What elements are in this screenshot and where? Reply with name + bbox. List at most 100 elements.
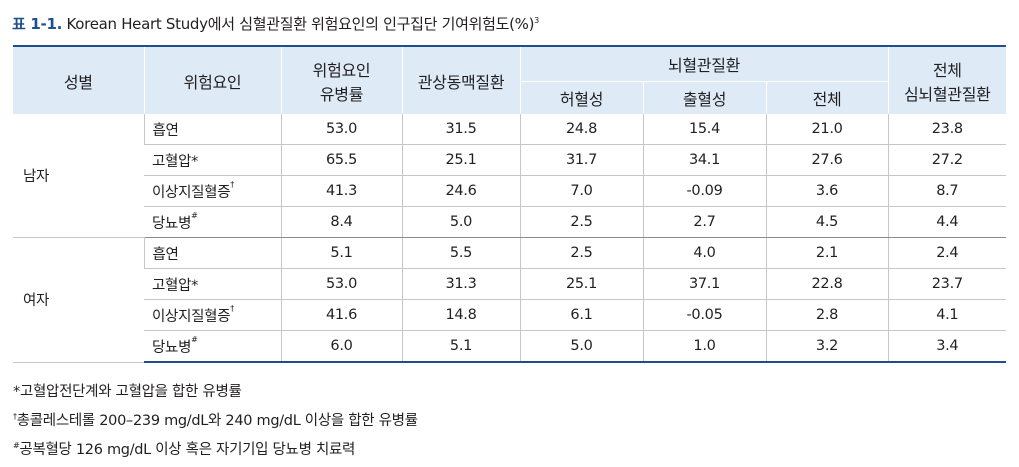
header-coronary: 관상동맥질환	[401, 45, 521, 114]
header-risk-factor: 위험요인	[143, 45, 282, 114]
value-cell: 6.1	[519, 299, 643, 331]
header-cerebro-total: 전체	[765, 81, 889, 114]
header-sex: 성별	[13, 45, 145, 114]
risk-factor-name: 이상지질혈증	[152, 184, 231, 201]
header-prevalence-line2: 유병률	[319, 84, 364, 104]
value-cell: 7.0	[519, 175, 643, 207]
value-cell: 22.8	[765, 268, 889, 300]
table-row: 남자 흡연 53.0 31.5 24.8 15.4 21.0 23.8	[13, 114, 1007, 238]
risk-factor-cell: 흡연	[143, 237, 281, 269]
header-prevalence: 위험요인 유병률	[280, 45, 403, 114]
value-cell: 2.5	[519, 237, 643, 269]
value-cell: 5.0	[519, 330, 643, 363]
value-cell: 31.3	[401, 268, 520, 300]
table-row: 고혈압* 53.0 31.3 25.1 37.1 22.8 23.7	[13, 268, 1007, 300]
value-cell: 21.0	[765, 114, 889, 145]
footnote-marker: †	[230, 303, 234, 313]
footnote-mark: *	[13, 384, 20, 400]
value-cell: 53.0	[280, 114, 402, 145]
value-cell: 5.1	[280, 237, 402, 269]
footnote-mark: #	[13, 441, 20, 451]
table-row: 고혈압* 65.5 25.1 31.7 34.1 27.6 27.2	[13, 144, 1007, 176]
value-cell: 4.5	[765, 206, 889, 238]
footnote-diabetes: #공복혈당 126 mg/dL 이상 혹은 자기기입 당뇨병 치료력	[13, 438, 355, 459]
value-cell: 15.4	[642, 114, 766, 145]
risk-factor-name: 이상지질혈증	[152, 308, 231, 325]
value-cell: 5.5	[401, 237, 520, 269]
value-cell: 23.7	[887, 268, 1007, 300]
value-cell: 3.4	[887, 330, 1007, 363]
risk-factor-name: 흡연	[152, 246, 179, 263]
value-cell: 2.5	[519, 206, 643, 238]
value-cell: 2.1	[765, 237, 889, 269]
value-cell: 2.7	[642, 206, 766, 238]
sex-cell: 남자	[13, 114, 144, 238]
risk-factor-cell: 이상지질혈증†	[144, 175, 281, 207]
risk-factor-cell: 이상지질혈증†	[144, 299, 281, 331]
value-cell: 23.8	[887, 114, 1007, 145]
footnote-marker: *	[191, 153, 199, 170]
footnote-text: 공복혈당 126 mg/dL 이상 혹은 자기기입 당뇨병 치료력	[19, 442, 356, 458]
value-cell: 5.0	[401, 206, 520, 238]
footnote-marker: #	[191, 334, 198, 344]
value-cell: 65.5	[280, 144, 402, 176]
value-cell: -0.05	[642, 299, 766, 331]
risk-factor-cell: 고혈압*	[144, 268, 281, 300]
risk-factor-cell: 당뇨병#	[144, 330, 281, 363]
header-hemorrhagic: 출혈성	[642, 81, 767, 114]
risk-factor-cell: 당뇨병#	[144, 206, 281, 238]
value-cell: 5.1	[401, 330, 520, 363]
table-row: 이상지질혈증† 41.6 14.8 6.1 -0.05 2.8 4.1	[13, 299, 1007, 331]
header-prevalence-line1: 위험요인	[312, 60, 371, 80]
value-cell: 4.4	[887, 206, 1007, 238]
footnote-marker: #	[191, 210, 198, 220]
table-caption-ref: 3	[534, 16, 539, 25]
value-cell: 3.6	[765, 175, 889, 207]
value-cell: 2.8	[765, 299, 889, 331]
value-cell: 25.1	[519, 268, 643, 300]
header-total-cvd: 전체 심뇌혈관질환	[887, 45, 1007, 114]
risk-factor-cell: 고혈압*	[144, 144, 281, 176]
value-cell: 3.2	[765, 330, 889, 363]
risk-factor-name: 당뇨병	[152, 339, 192, 356]
value-cell: 53.0	[280, 268, 402, 300]
value-cell: 8.4	[280, 206, 402, 238]
header-total-line1: 전체	[932, 60, 962, 80]
value-cell: -0.09	[642, 175, 766, 207]
value-cell: 4.0	[642, 237, 766, 269]
table-row: 여자 흡연 5.1 5.5 2.5 4.0 2.1 2.4	[13, 237, 1007, 363]
footnote-mark: †	[13, 412, 17, 422]
sex-cell: 여자	[13, 237, 144, 363]
risk-factor-name: 고혈압	[152, 153, 192, 170]
value-cell: 8.7	[887, 175, 1007, 207]
table-body: 남자 흡연 53.0 31.5 24.8 15.4 21.0 23.8 고혈압* 65.5 25.1…	[13, 114, 1007, 363]
value-cell: 31.5	[401, 114, 520, 145]
value-cell: 27.2	[887, 144, 1007, 176]
risk-factor-name: 고혈압	[152, 277, 192, 294]
footnote-dyslipidemia: †총콜레스테롤 200–239 mg/dL와 240 mg/dL 이상을 합한 …	[13, 409, 418, 430]
risk-factor-cell: 흡연	[143, 114, 281, 145]
table-caption: 표 1-1. Korean Heart Study에서 심혈관질환 위험요인의 …	[12, 12, 539, 33]
value-cell: 27.6	[765, 144, 889, 176]
table-row: 당뇨병# 8.4 5.0 2.5 2.7 4.5 4.4	[13, 206, 1007, 238]
value-cell: 41.3	[280, 175, 402, 207]
value-cell: 24.8	[519, 114, 643, 145]
header-ischemic: 허혈성	[519, 81, 644, 114]
footnote-text: 총콜레스테롤 200–239 mg/dL와 240 mg/dL 이상을 합한 유…	[16, 413, 418, 429]
footnote-text: 고혈압전단계와 고혈압을 합한 유병률	[19, 384, 242, 400]
footnote-marker: *	[191, 277, 199, 294]
footnote-marker: †	[230, 179, 234, 189]
value-cell: 14.8	[401, 299, 520, 331]
value-cell: 37.1	[642, 268, 766, 300]
value-cell: 2.4	[887, 237, 1007, 269]
header-cerebrovascular: 뇌혈관질환	[519, 45, 889, 82]
risk-factor-name: 흡연	[152, 122, 179, 139]
value-cell: 1.0	[642, 330, 766, 363]
risk-factor-name: 당뇨병	[152, 215, 192, 232]
footnote-hypertension: *고혈압전단계와 고혈압을 합한 유병률	[13, 380, 242, 401]
table-caption-title: Korean Heart Study에서 심혈관질환 위험요인의 인구집단 기여…	[62, 15, 535, 33]
table-row: 이상지질혈증† 41.3 24.6 7.0 -0.09 3.6 8.7	[13, 175, 1007, 207]
value-cell: 25.1	[401, 144, 520, 176]
value-cell: 34.1	[642, 144, 766, 176]
table-row: 당뇨병# 6.0 5.1 5.0 1.0 3.2 3.4	[13, 330, 1007, 363]
